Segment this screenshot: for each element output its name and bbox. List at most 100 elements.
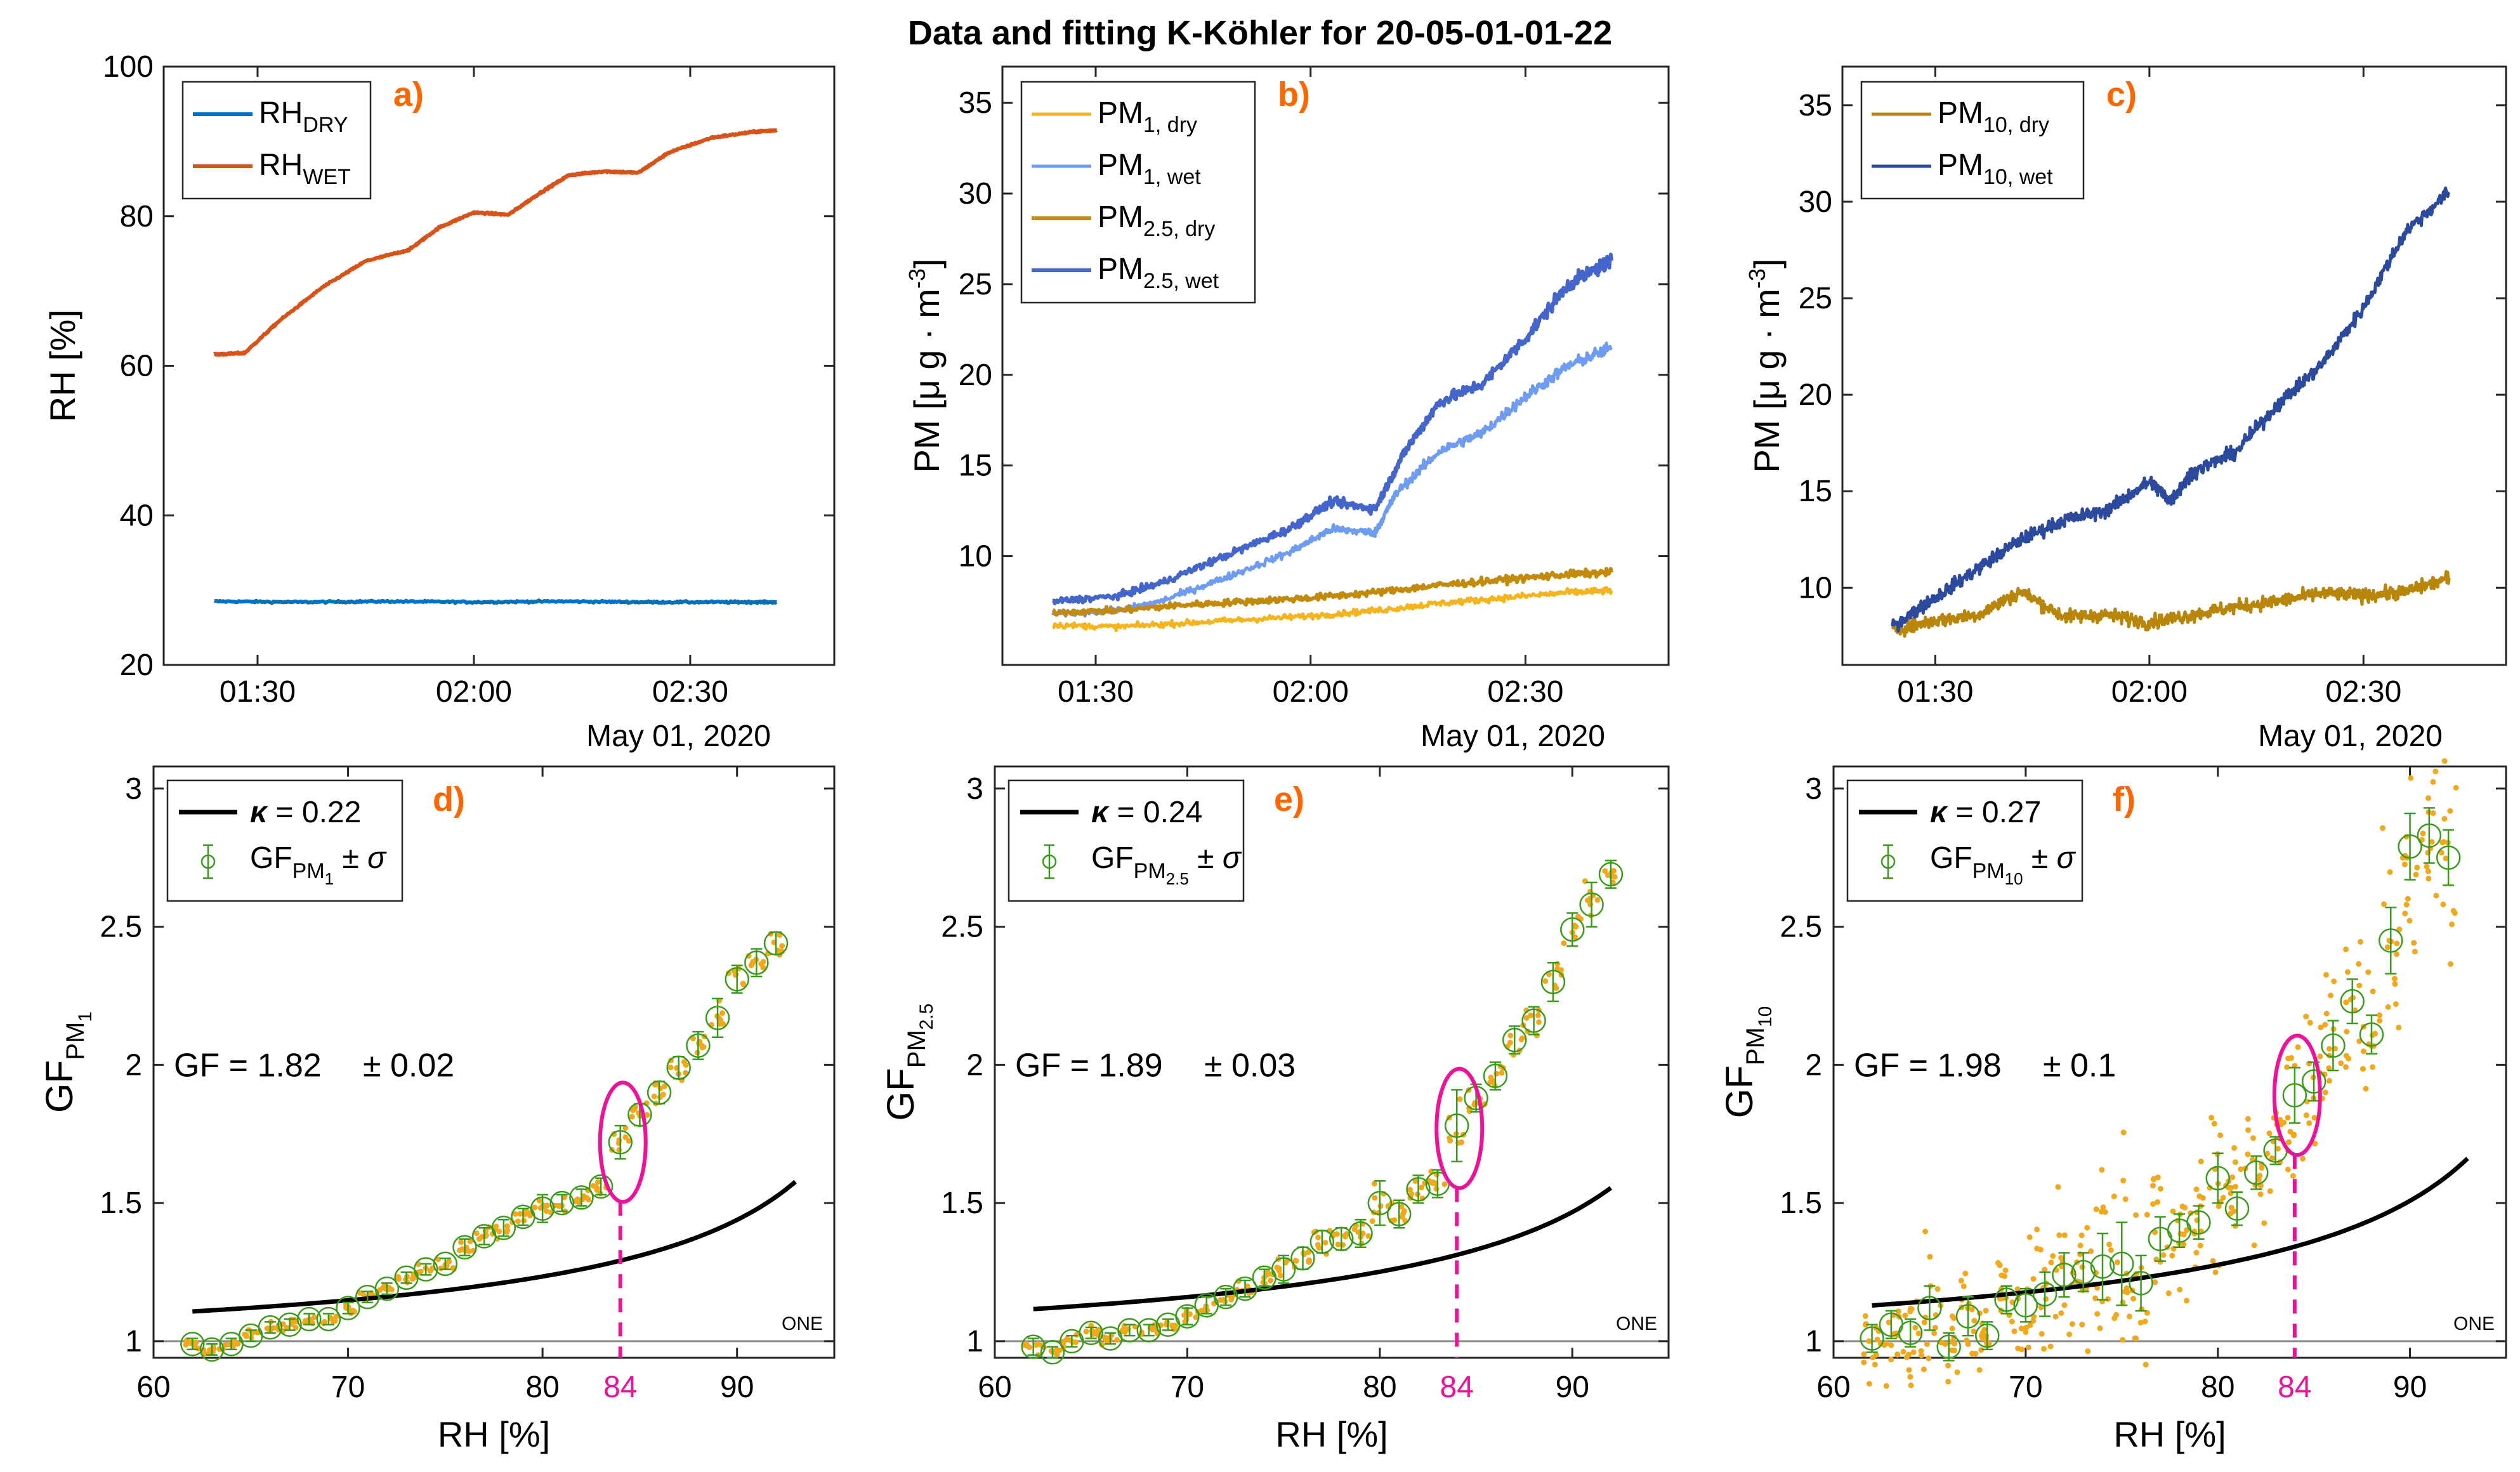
- scatter-point-e: [1408, 1191, 1415, 1197]
- legend-main: PM: [1938, 96, 1983, 130]
- ylabel-subsub: 2.5: [916, 1003, 937, 1030]
- legend-sub: WET: [303, 165, 351, 189]
- scatter-point-f: [2052, 1313, 2059, 1320]
- scatter-point-f: [1921, 1319, 1927, 1325]
- scatter-point-f: [2079, 1264, 2085, 1270]
- scatter-point-f: [2392, 981, 2398, 987]
- scatter-point-d: [657, 1094, 663, 1100]
- x-tick-label-b: 02:00: [1273, 675, 1349, 709]
- ylabel-sub: PM: [1742, 1027, 1769, 1065]
- gf-marker-e: [1040, 1340, 1065, 1365]
- scatter-point-e: [1572, 934, 1578, 940]
- panel-tag-f: f): [2113, 780, 2136, 818]
- legend-sub: 2.5, dry: [1143, 217, 1215, 241]
- x-tick-label-e: 70: [1171, 1370, 1204, 1404]
- series-line-b: [1052, 586, 1613, 633]
- scatter-point-f: [1903, 1354, 1910, 1360]
- scatter-point-d: [629, 1114, 635, 1120]
- gf-marker-d: [452, 1235, 477, 1260]
- scatter-point-f: [2120, 1178, 2127, 1184]
- y-tick-label-e: 2.5: [941, 910, 983, 944]
- x-axis-label-e: RH [%]: [1275, 1414, 1388, 1454]
- scatter-point-f: [2038, 1331, 2045, 1337]
- scatter-point-d: [532, 1204, 538, 1211]
- scatter-point-f: [2120, 1337, 2126, 1343]
- x-tick-label-f: 70: [2009, 1370, 2042, 1404]
- legend-label-b: PM2.5, wet: [1098, 253, 1219, 293]
- scatter-point-f: [2197, 1242, 2203, 1249]
- scatter-point-f: [2092, 1295, 2099, 1301]
- scatter-point-d: [332, 1318, 338, 1324]
- legend-main: RH: [259, 148, 303, 182]
- gf-marker-f: [2340, 989, 2365, 1014]
- kappa-value: = 0.27: [1947, 796, 2041, 829]
- legend-gf-subsub: 1: [325, 869, 334, 888]
- gf-marker-f: [2301, 1069, 2326, 1094]
- scatter-point-f: [2429, 839, 2435, 845]
- y-tick-label-d: 2: [125, 1048, 142, 1082]
- scatter-point-f: [2152, 1229, 2158, 1235]
- legend-marker-d: [200, 854, 216, 869]
- scatter-point-f: [2212, 1269, 2219, 1275]
- scatter-point-e: [1523, 1015, 1530, 1021]
- x-tick-label-a: 02:30: [652, 675, 728, 709]
- y-tick-label-c: 35: [1799, 89, 1832, 122]
- scatter-point-f: [2396, 1025, 2402, 1030]
- scatter-point-f: [2392, 1001, 2399, 1007]
- legend-label-c: PM10, dry: [1938, 96, 2049, 137]
- scatter-point-f: [1979, 1330, 1986, 1336]
- scatter-point-f: [2453, 785, 2459, 791]
- gf-marker-d: [763, 931, 789, 956]
- gf-marker-f: [2013, 1293, 2038, 1318]
- gf-marker-f: [2321, 1033, 2346, 1058]
- scatter-point-f: [2323, 971, 2329, 978]
- legend-sub: 10, wet: [1983, 165, 2053, 189]
- scatter-point-f: [1902, 1312, 1908, 1318]
- scatter-point-f: [2220, 1195, 2226, 1201]
- gf-marker-f: [2186, 1210, 2211, 1235]
- scatter-point-f: [2306, 1120, 2313, 1126]
- scatter-point-f: [1874, 1336, 1880, 1343]
- highlight-ellipse-e: [1434, 1067, 1485, 1190]
- scatter-point-f: [2061, 1232, 2068, 1239]
- y-tick-label-e: 3: [966, 772, 983, 806]
- scatter-point-f: [2215, 1203, 2222, 1209]
- series-line-b: [1052, 567, 1613, 617]
- scatter-point-f: [2115, 1259, 2121, 1265]
- gf-marker-d: [180, 1331, 205, 1357]
- gf-marker-f: [2436, 845, 2461, 870]
- figure-title: Data and fitting K-Köhler for 20-05-01-0…: [908, 14, 1612, 52]
- scatter-point-e: [1089, 1328, 1095, 1334]
- series-line-b: [1051, 341, 1613, 618]
- scatter-point-f: [2266, 1130, 2273, 1136]
- legend-main: PM: [1098, 200, 1143, 234]
- legend-main: RH: [259, 96, 303, 130]
- scatter-point-d: [504, 1223, 510, 1230]
- scatter-point-f: [1945, 1379, 1952, 1385]
- ylabel-main: GF: [38, 1060, 81, 1113]
- legend-main: PM: [1098, 96, 1143, 130]
- gf-marker-f: [2398, 834, 2422, 859]
- scatter-point-f: [1976, 1367, 1983, 1373]
- scatter-point-d: [718, 1017, 724, 1023]
- panel-tag-d: d): [433, 780, 465, 818]
- scatter-point-d: [457, 1247, 463, 1254]
- series-line-b: [1052, 253, 1613, 605]
- scatter-point-f: [1983, 1308, 1989, 1314]
- scatter-point-f: [2056, 1232, 2063, 1239]
- gf-marker-e: [1329, 1226, 1354, 1251]
- y-tick-label-d: 3: [125, 772, 142, 806]
- highlight-ellipse-f: [2272, 1034, 2322, 1157]
- scatter-point-f: [2391, 976, 2398, 982]
- scatter-point-f: [2286, 1139, 2292, 1145]
- scatter-point-e: [1083, 1329, 1089, 1335]
- x-tick-label-a: 02:00: [436, 675, 512, 709]
- scatter-point-e: [1507, 1039, 1513, 1046]
- legend-main: PM: [1938, 148, 1983, 182]
- scatter-point-d: [504, 1227, 511, 1233]
- y-tick-label-e: 1.5: [941, 1186, 983, 1220]
- scatter-point-d: [284, 1325, 290, 1331]
- gf-marker-e: [1540, 969, 1566, 994]
- scatter-point-f: [2048, 1259, 2054, 1266]
- scatter-point-d: [760, 959, 766, 965]
